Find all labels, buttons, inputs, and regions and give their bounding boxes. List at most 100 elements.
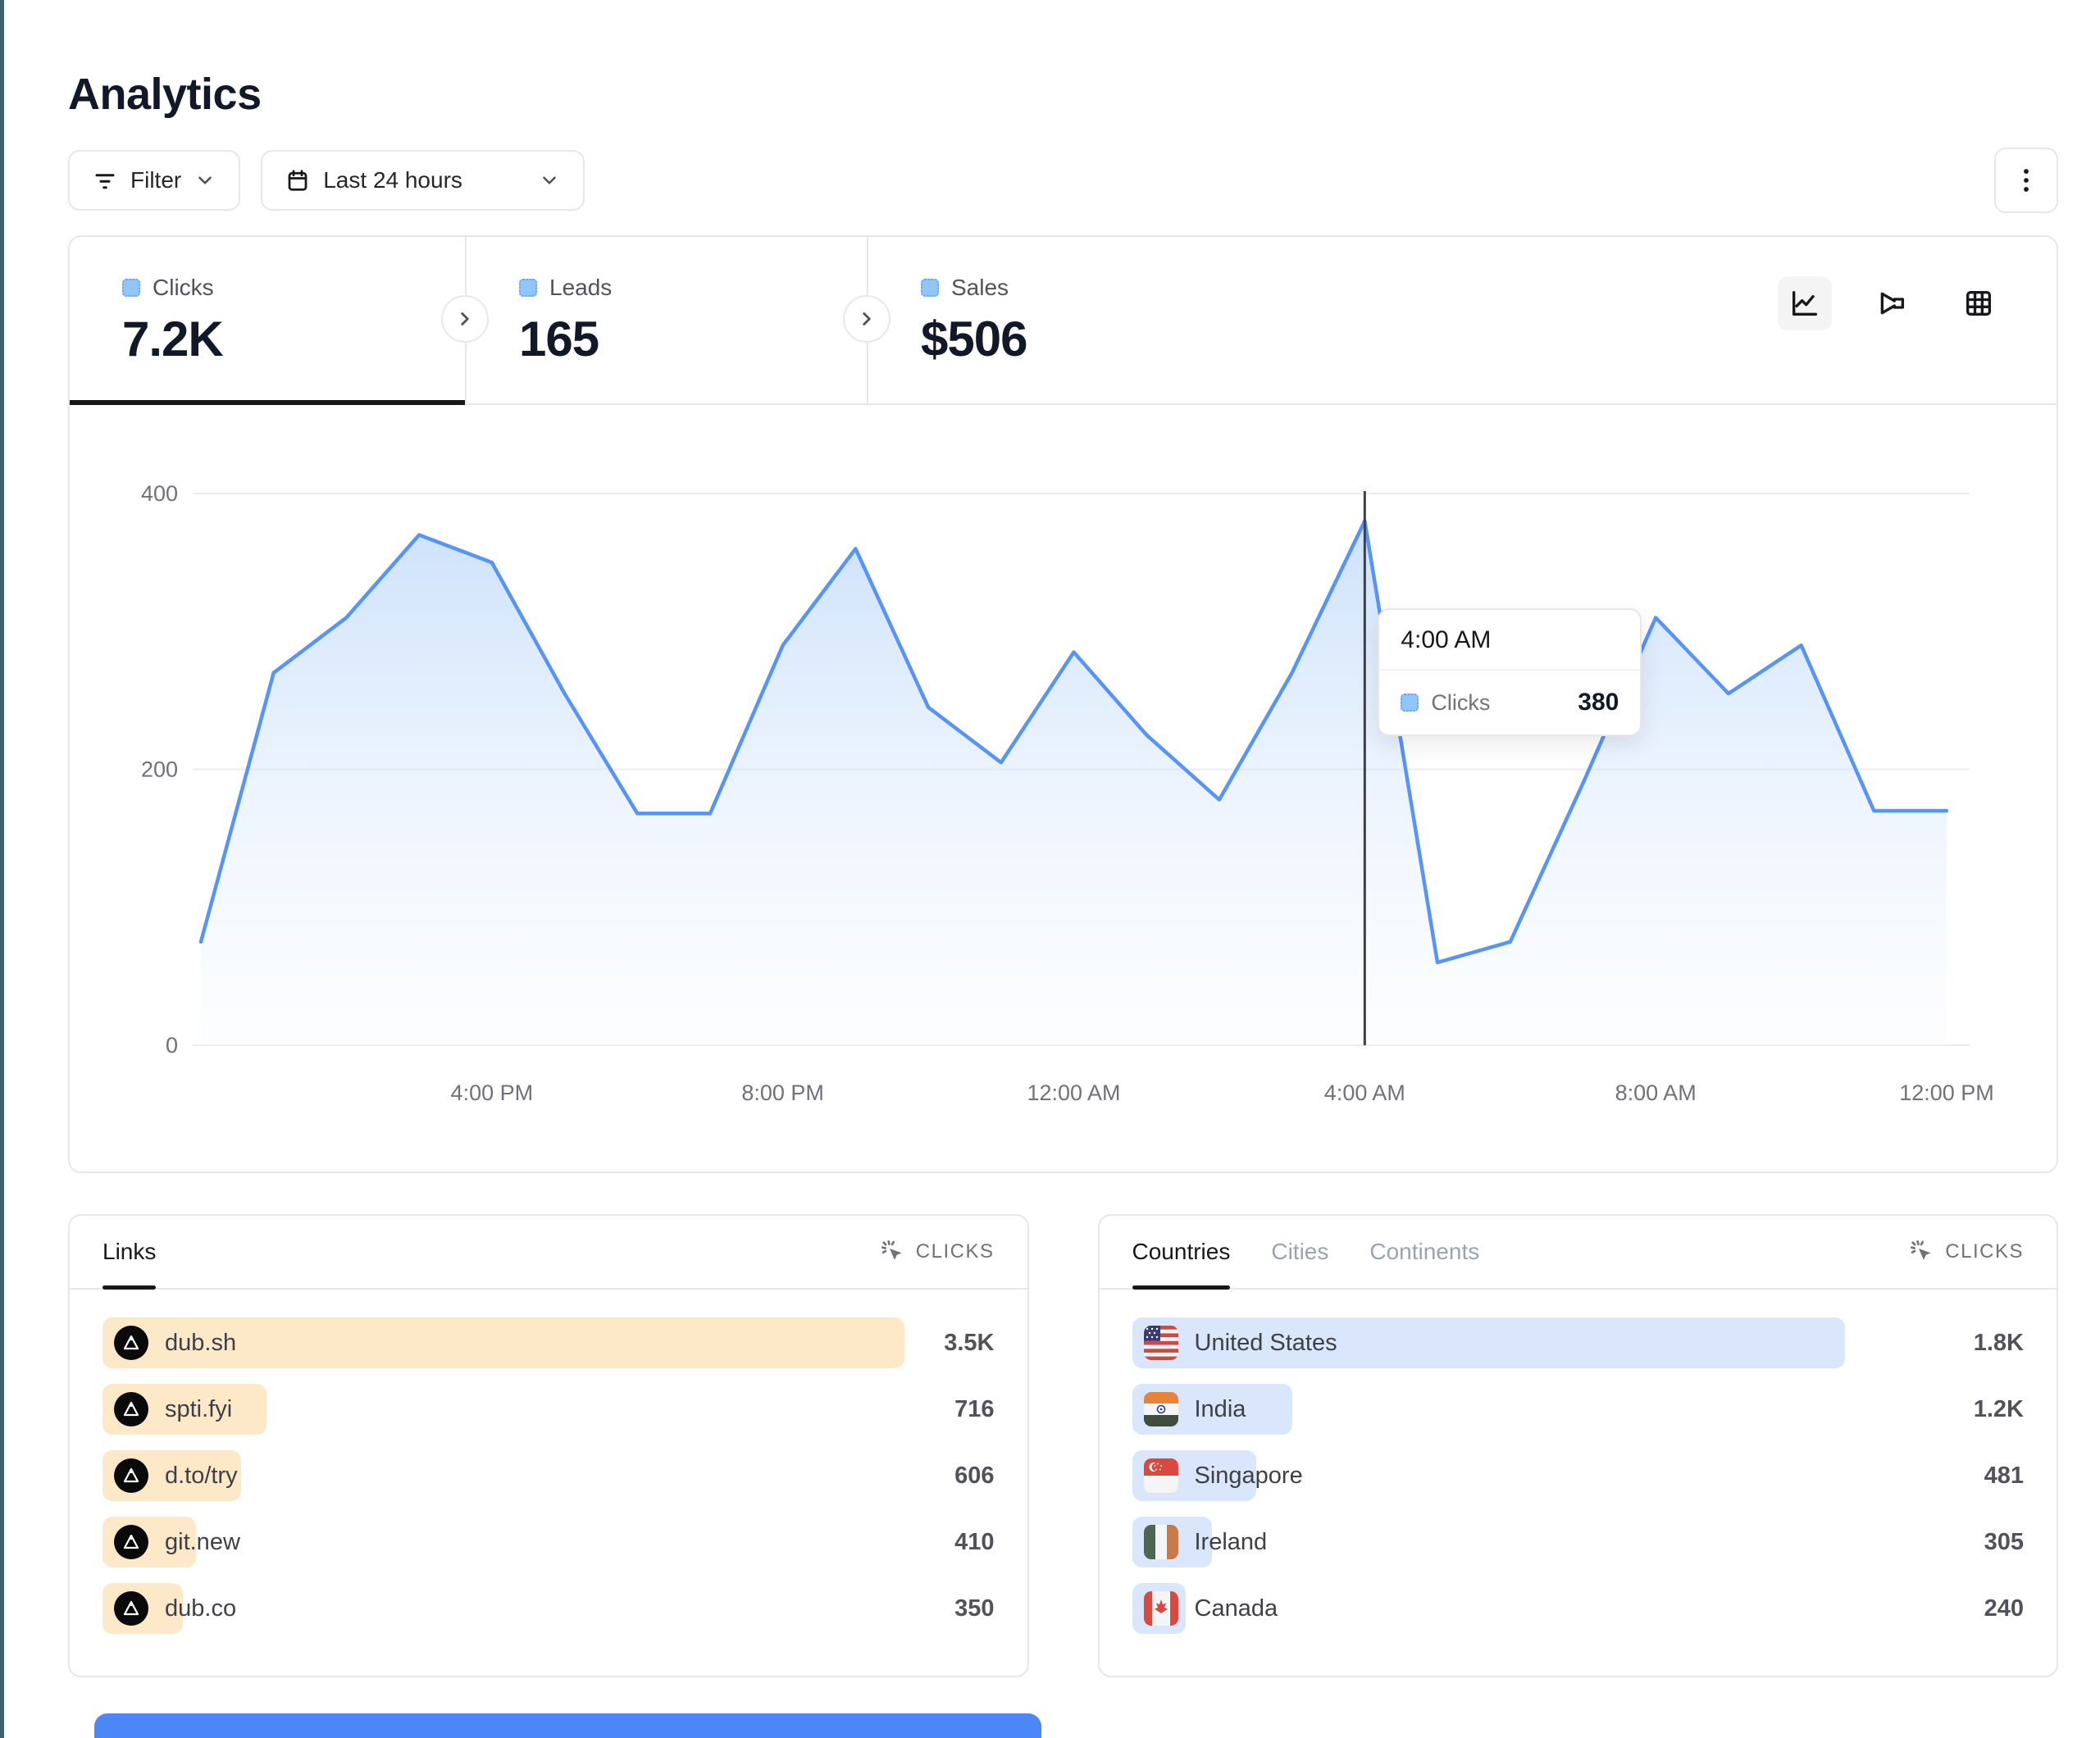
cursor-click-icon xyxy=(880,1239,906,1265)
line-chart-icon[interactable] xyxy=(1778,276,1832,330)
stat-tab-leads[interactable]: Leads 165 xyxy=(465,237,867,403)
funnel-chart-icon[interactable] xyxy=(1865,276,1919,330)
chart-canvas: 0 200 400 4:00 PM 8:00 PM 12:00 AM 4:00 AM 8:00… xyxy=(141,481,1994,1105)
row-label: Singapore xyxy=(1194,1462,1303,1489)
links-panel: Links CLICKS dub.sh 3.5K spti.fyi 716 d.to/t… xyxy=(68,1214,1029,1677)
dub-logo-icon xyxy=(114,1525,148,1559)
stat-label-text: Clicks xyxy=(153,275,214,300)
row-content: d.to/try xyxy=(114,1450,238,1501)
links-tabs: Links xyxy=(102,1216,157,1290)
analytics-page: Analytics Filter Last 24 hours xyxy=(68,70,2058,1702)
flag-icon-in xyxy=(1143,1392,1178,1426)
links-metric-selector[interactable]: CLICKS xyxy=(880,1239,995,1265)
stat-tab-sales[interactable]: Sales $506 xyxy=(867,237,2057,403)
svg-text:8:00 AM: 8:00 AM xyxy=(1615,1081,1697,1105)
svg-text:200: 200 xyxy=(141,758,178,782)
partial-bottom-banner xyxy=(94,1713,1041,1738)
bar-area: Canada xyxy=(1132,1583,1934,1634)
stat-value: 7.2K xyxy=(122,312,224,366)
tooltip-series-label: Clicks xyxy=(1431,689,1491,715)
country-row[interactable]: Singapore 481 xyxy=(1132,1450,2024,1501)
bar-area: dub.sh xyxy=(102,1317,904,1368)
row-label: Canada xyxy=(1194,1595,1278,1622)
stats-next-button[interactable] xyxy=(441,295,489,343)
value-bar xyxy=(102,1317,904,1368)
country-row[interactable]: India 1.2K xyxy=(1132,1384,2024,1435)
axis-labels: 0 200 400 4:00 PM 8:00 PM 12:00 AM 4:00 AM 8:00… xyxy=(141,481,1994,1105)
countries-panel-header: Countries Cities Continents CLICKS xyxy=(1099,1216,2057,1290)
stat-legend-swatch xyxy=(921,279,939,297)
flag-icon-ie xyxy=(1143,1525,1178,1559)
bar-area: spti.fyi xyxy=(102,1384,904,1435)
toolbar: Filter Last 24 hours xyxy=(68,148,2058,213)
tab-countries[interactable]: Countries xyxy=(1132,1216,1230,1290)
stat-label: Sales xyxy=(921,275,2057,301)
row-value: 350 xyxy=(954,1595,995,1622)
clicks-area-chart[interactable]: 0 200 400 4:00 PM 8:00 PM 12:00 AM 4:00 AM 8:00… xyxy=(70,405,2057,1172)
window-edge-strip xyxy=(0,0,4,1738)
page-title: Analytics xyxy=(68,70,262,119)
calendar-icon xyxy=(285,168,310,193)
date-range-button[interactable]: Last 24 hours xyxy=(261,150,585,211)
countries-metric-selector[interactable]: CLICKS xyxy=(1909,1239,2024,1265)
flag-icon-us xyxy=(1143,1326,1178,1360)
chevron-down-icon xyxy=(539,170,560,191)
link-row[interactable]: git.new 410 xyxy=(102,1517,995,1567)
filter-button[interactable]: Filter xyxy=(68,150,241,211)
link-row[interactable]: d.to/try 606 xyxy=(102,1450,995,1501)
stat-legend-swatch xyxy=(519,279,537,297)
stat-legend-swatch xyxy=(122,279,140,297)
country-row[interactable]: United States 1.8K xyxy=(1132,1317,2024,1368)
countries-metric-label: CLICKS xyxy=(1945,1240,2024,1263)
link-row[interactable]: dub.co 350 xyxy=(102,1583,995,1634)
tab-cities[interactable]: Cities xyxy=(1271,1239,1329,1264)
stat-tab-clicks[interactable]: Clicks 7.2K xyxy=(70,237,465,405)
row-content: git.new xyxy=(114,1517,240,1567)
filter-icon xyxy=(93,168,117,193)
link-row[interactable]: dub.sh 3.5K xyxy=(102,1317,995,1368)
bar-area: United States xyxy=(1132,1317,1934,1368)
tab-links[interactable]: Links xyxy=(102,1216,157,1290)
more-options-button[interactable] xyxy=(1994,148,2058,213)
row-label: Ireland xyxy=(1194,1528,1268,1555)
svg-text:0: 0 xyxy=(166,1033,178,1058)
flag-icon-ca xyxy=(1143,1591,1178,1626)
bar-area: Singapore xyxy=(1132,1450,1934,1501)
stat-label-text: Sales xyxy=(951,275,1009,300)
svg-text:4:00 AM: 4:00 AM xyxy=(1324,1081,1405,1105)
stats-next-button[interactable] xyxy=(843,295,891,343)
kebab-icon xyxy=(2014,166,2039,194)
breakdown-panels: Links CLICKS dub.sh 3.5K spti.fyi 716 d.to/t… xyxy=(68,1214,2058,1702)
country-row[interactable]: Canada 240 xyxy=(1132,1583,2024,1634)
clicks-series xyxy=(198,491,1949,1045)
row-value: 481 xyxy=(1984,1462,2024,1489)
row-content: dub.sh xyxy=(114,1317,236,1368)
row-value: 606 xyxy=(954,1462,995,1489)
row-value: 240 xyxy=(1984,1595,2024,1622)
row-content: spti.fyi xyxy=(114,1384,232,1435)
bar-area: India xyxy=(1132,1384,1934,1435)
stat-value: 165 xyxy=(519,312,599,366)
chevron-right-icon xyxy=(461,312,469,325)
chart-tooltip: 4:00 AM Clicks 380 xyxy=(1378,608,1642,736)
bar-area: dub.co xyxy=(102,1583,904,1634)
dub-logo-icon xyxy=(114,1458,148,1493)
clicks-legend-swatch xyxy=(1401,694,1419,712)
stat-value: $506 xyxy=(921,312,1027,366)
chevron-down-icon xyxy=(194,170,216,191)
row-value: 1.8K xyxy=(1973,1329,2024,1356)
cursor-click-icon xyxy=(1909,1239,1935,1265)
link-row[interactable]: spti.fyi 716 xyxy=(102,1384,995,1435)
row-label: spti.fyi xyxy=(165,1395,233,1422)
country-row[interactable]: Ireland 305 xyxy=(1132,1517,2024,1567)
stat-label: Leads xyxy=(519,275,867,301)
row-content: Ireland xyxy=(1143,1517,1268,1567)
row-label: dub.sh xyxy=(165,1329,237,1356)
chart-type-toggle xyxy=(1778,276,2006,330)
date-range-label: Last 24 hours xyxy=(323,167,462,193)
table-icon[interactable] xyxy=(1952,276,2006,330)
chevron-right-icon xyxy=(863,312,871,325)
links-metric-label: CLICKS xyxy=(915,1240,995,1263)
tab-continents[interactable]: Continents xyxy=(1369,1239,1480,1264)
links-panel-header: Links CLICKS xyxy=(70,1216,1027,1290)
